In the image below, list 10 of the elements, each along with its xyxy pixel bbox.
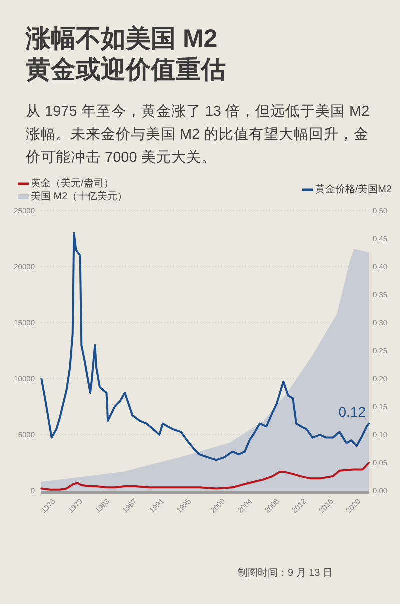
annotation: 制图时间：9 月 13 日 bbox=[238, 568, 334, 579]
title: 黄金或迎价值重估 bbox=[26, 56, 226, 84]
legend-label: 黄金价格/美国M2 bbox=[315, 184, 392, 196]
title: 涨幅不如美国 M2 bbox=[26, 25, 218, 53]
subtitle: 从 1975 年至今，黄金涨了 13 倍，但远低于美国 M2 bbox=[26, 104, 370, 120]
subtitle: 价可能冲击 7000 美元大关。 bbox=[26, 150, 216, 166]
legend-label: 黄金（美元/盎司） bbox=[31, 178, 114, 190]
subtitle: 涨幅。未来金价与美国 M2 的比值有望大幅回升，金 bbox=[26, 127, 370, 143]
legend-label: 美国 M2（十亿美元） bbox=[31, 190, 128, 202]
value-label: 0.12 bbox=[338, 404, 366, 420]
